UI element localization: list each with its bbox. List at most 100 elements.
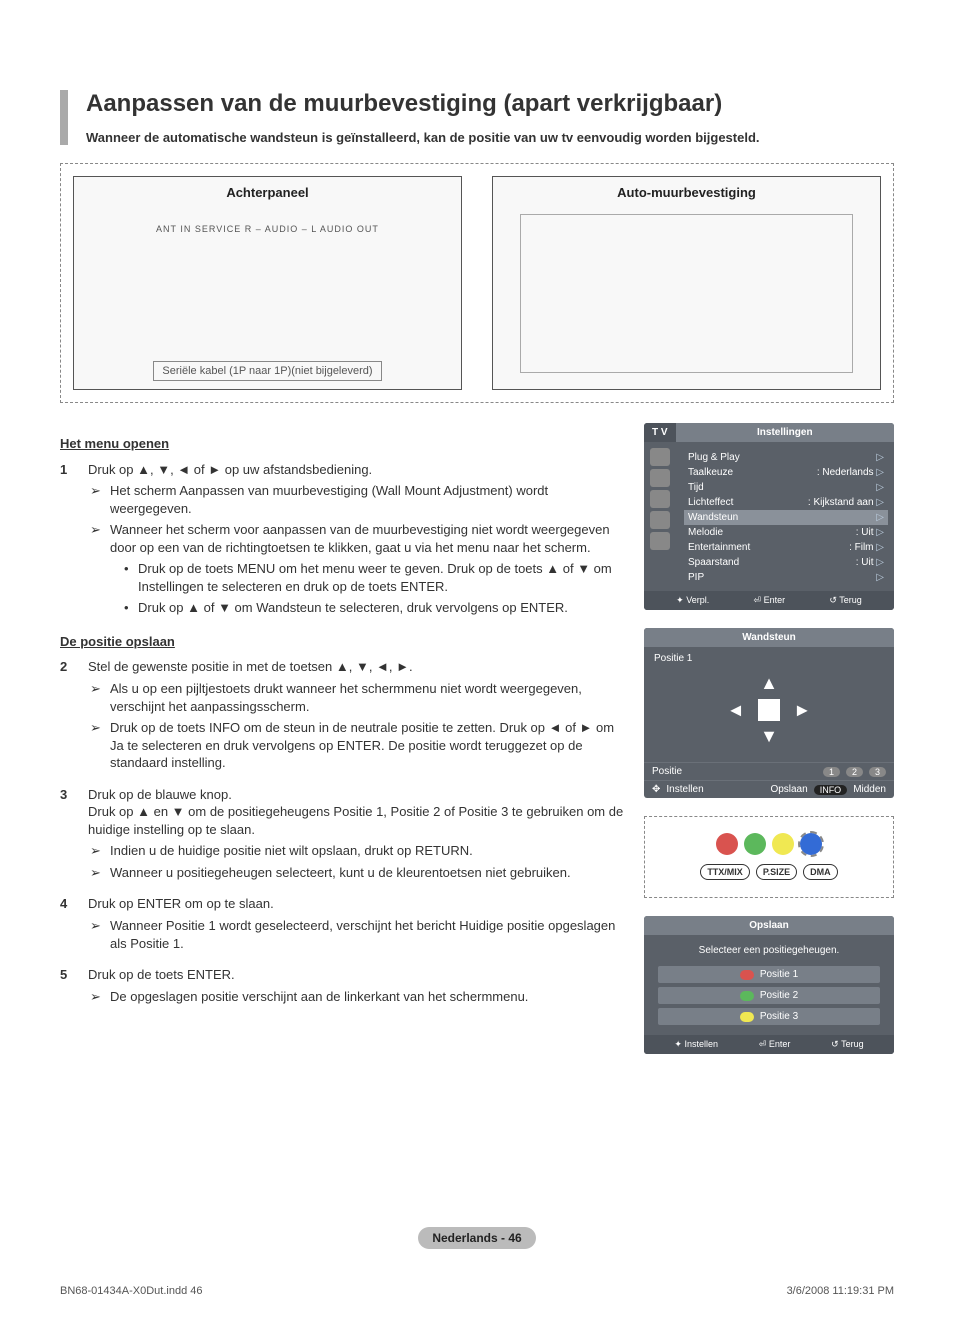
bullet: Druk op de toets MENU om het menu weer t…	[110, 560, 626, 595]
remote-pill-button: P.SIZE	[756, 864, 797, 880]
step-number: 2	[60, 658, 88, 775]
osd-hint: Verpl.	[686, 595, 709, 605]
step-number: 3	[60, 786, 88, 886]
position-chip: 3	[869, 767, 886, 777]
bullet: Druk op ▲ of ▼ om Wandsteun te selectere…	[110, 599, 626, 617]
adjust-icon: ✥	[652, 784, 660, 795]
osd-menu-row: Lichteffect: Kijkstand aan ▷	[688, 495, 884, 510]
osd-title: Opslaan	[644, 916, 894, 935]
arrow-down-icon: ▼	[752, 723, 785, 750]
step-text: Druk op de blauwe knop. Druk op ▲ en ▼ o…	[88, 787, 623, 837]
connection-diagram: Achterpaneel ANT IN SERVICE R – AUDIO – …	[60, 163, 894, 403]
step-text: Stel de gewenste positie in met de toets…	[88, 659, 413, 674]
direction-pad: ▲ ◄ ► ▼	[719, 670, 819, 750]
save-label: Opslaan	[770, 784, 807, 795]
current-position-label: Positie 1	[654, 653, 884, 664]
color-button	[744, 833, 766, 855]
step-note: Als u op een pijltjestoets drukt wanneer…	[88, 680, 626, 715]
enter-icon: ⏎	[754, 595, 764, 605]
osd-hint: Terug	[839, 595, 862, 605]
remote-color-buttons: TTX/MIXP.SIZEDMA	[644, 816, 894, 898]
osd-footer: ✦ Instellen ⏎ Enter ↺ Terug	[644, 1035, 894, 1054]
osd-menu-row: Melodie: Uit ▷	[688, 525, 884, 540]
step-note: Het scherm Aanpassen van muurbevestiging…	[88, 482, 626, 517]
position-row: Positie 1 2 3	[644, 762, 894, 780]
doc-timestamp: 3/6/2008 11:19:31 PM	[787, 1285, 894, 1297]
title-block: Aanpassen van de muurbevestiging (apart …	[60, 90, 894, 145]
osd-hint: Enter	[764, 595, 786, 605]
center-label: Midden	[853, 784, 886, 795]
step-note: Wanneer Positie 1 wordt geselecteerd, ve…	[88, 917, 626, 952]
step-1: 1 Druk op ▲, ▼, ◄ of ► op uw afstandsbed…	[60, 461, 626, 621]
position-1-button: Positie 1	[658, 966, 880, 983]
page-number-tag: Nederlands - 46	[0, 1227, 954, 1249]
position-chip: 2	[846, 767, 863, 777]
step-note: Wanneer het scherm voor aanpassen van de…	[110, 522, 610, 555]
step-text: Druk op ENTER om op te slaan.	[88, 896, 274, 911]
step-note: De opgeslagen positie verschijnt aan de …	[88, 988, 626, 1006]
step-note: Druk op de toets INFO om de steun in de …	[88, 719, 626, 772]
position-chip: 1	[823, 767, 840, 777]
section-save-position: De positie opslaan	[60, 633, 626, 651]
osd-settings-menu: T V Instellingen Plug & Play ▷Taalkeuze:…	[644, 423, 894, 610]
cable-note: Seriële kabel (1P naar 1P)(niet bijgelev…	[153, 361, 381, 381]
color-button	[716, 833, 738, 855]
print-footer: BN68-01434A-X0Dut.indd 46 3/6/2008 11:19…	[60, 1285, 894, 1297]
osd-menu-row: PIP ▷	[688, 570, 884, 585]
row-label: Positie	[652, 766, 817, 777]
step-number: 5	[60, 966, 88, 1009]
save-message: Selecteer een positiegeheugen.	[644, 935, 894, 962]
page-title: Aanpassen van de muurbevestiging (apart …	[86, 90, 894, 118]
section-menu-open: Het menu openen	[60, 435, 626, 453]
osd-category-icons	[650, 448, 680, 553]
remote-pill-button: DMA	[803, 864, 838, 880]
step-note: Indien u de huidige positie niet wilt op…	[88, 842, 626, 860]
info-chip: INFO	[814, 785, 848, 795]
osd-save-dialog: Opslaan Selecteer een positiegeheugen. P…	[644, 916, 894, 1054]
center-pad	[758, 699, 780, 721]
enter-icon: ⏎	[759, 1039, 769, 1049]
step-2: 2 Stel de gewenste positie in met de toe…	[60, 658, 626, 775]
wall-mount-diagram: Auto-muurbevestiging	[492, 176, 881, 390]
back-panel-label: Achterpaneel	[226, 185, 308, 200]
wall-mount-label: Auto-muurbevestiging	[617, 185, 756, 200]
action-row: ✥ Instellen Opslaan INFO Midden	[644, 780, 894, 798]
return-icon: ↺	[831, 1039, 841, 1049]
mount-illustration	[520, 214, 854, 373]
return-icon: ↺	[829, 595, 839, 605]
move-icon: ✦	[674, 1039, 684, 1049]
position-3-button: Positie 3	[658, 1008, 880, 1025]
osd-menu-row: Plug & Play ▷	[688, 450, 884, 465]
move-icon: ✦	[676, 595, 686, 605]
osd-menu-row: Wandsteun ▷	[684, 510, 888, 525]
step-text: Druk op de toets ENTER.	[88, 967, 235, 982]
color-button	[800, 833, 822, 855]
step-3: 3 Druk op de blauwe knop. Druk op ▲ en ▼…	[60, 786, 626, 886]
step-number: 4	[60, 895, 88, 956]
osd-footer: ✦ Verpl. ⏎ Enter ↺ Terug	[644, 591, 894, 610]
arrow-right-icon: ►	[786, 697, 819, 724]
step-number: 1	[60, 461, 88, 621]
step-note: Wanneer u positiegeheugen selecteert, ku…	[88, 864, 626, 882]
osd-menu-row: Spaarstand: Uit ▷	[688, 555, 884, 570]
osd-hint: Terug	[841, 1039, 864, 1049]
osd-tv-label: T V	[644, 423, 676, 442]
osd-wall-mount: Wandsteun Positie 1 ▲ ◄ ► ▼ Positie 1 2 3	[644, 628, 894, 798]
row-label: Instellen	[666, 784, 746, 795]
osd-menu-row: Tijd ▷	[688, 480, 884, 495]
osd-menu-row: Entertainment: Film ▷	[688, 540, 884, 555]
color-button	[772, 833, 794, 855]
osd-menu-row: Taalkeuze: Nederlands ▷	[688, 465, 884, 480]
step-5: 5 Druk op de toets ENTER. De opgeslagen …	[60, 966, 626, 1009]
osd-title: Instellingen	[676, 423, 894, 442]
osd-hint: Enter	[769, 1039, 791, 1049]
page-subtitle: Wanneer de automatische wandsteun is geï…	[86, 130, 894, 145]
back-panel-diagram: Achterpaneel ANT IN SERVICE R – AUDIO – …	[73, 176, 462, 390]
step-4: 4 Druk op ENTER om op te slaan. Wanneer …	[60, 895, 626, 956]
doc-filename: BN68-01434A-X0Dut.indd 46	[60, 1285, 202, 1297]
port-labels: ANT IN SERVICE R – AUDIO – L AUDIO OUT	[156, 224, 379, 234]
arrow-left-icon: ◄	[719, 697, 752, 724]
arrow-up-icon: ▲	[752, 670, 785, 697]
osd-title: Wandsteun	[644, 628, 894, 647]
position-2-button: Positie 2	[658, 987, 880, 1004]
